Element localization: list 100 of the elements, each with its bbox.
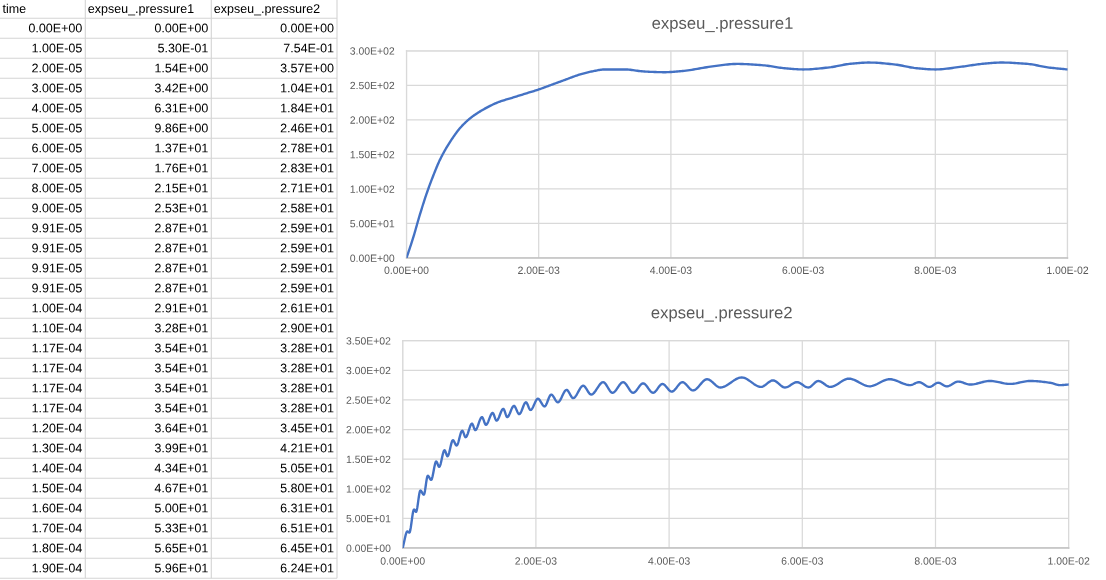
text: 0.00E+00 — [154, 23, 208, 33]
text: 9.86E+00 — [155, 123, 208, 133]
text: 3.42E+00 — [154, 83, 208, 93]
text: 2.46E+01 — [280, 123, 334, 133]
text: 2.83E+01 — [280, 163, 334, 173]
text: 1.60E-04 — [32, 503, 82, 513]
x-tick-label: 4.00E-03 — [648, 557, 690, 565]
text: 1.30E-04 — [32, 443, 82, 453]
text: 2.61E+01 — [280, 303, 334, 313]
text: 1.90E-04 — [32, 563, 82, 573]
text: 1.17E-04 — [32, 383, 82, 393]
text: 2.59E+01 — [280, 263, 334, 273]
text: 5.00E+01 — [154, 503, 208, 513]
text: 1.54E+00 — [155, 63, 208, 73]
text: 1.20E-04 — [32, 423, 82, 433]
text: 1.00E-05 — [32, 43, 82, 53]
text: 1.76E+01 — [155, 163, 208, 173]
text: 9.91E-05 — [32, 243, 82, 253]
text: 1.04E+01 — [281, 83, 334, 93]
text: 3.99E+01 — [154, 443, 208, 453]
text: 2.87E+01 — [155, 223, 208, 233]
text: 1.80E-04 — [32, 543, 82, 553]
text: 3.45E+01 — [280, 423, 334, 433]
text: 2.87E+01 — [155, 263, 208, 273]
text: 5.96E+01 — [154, 563, 208, 573]
text: 2.58E+01 — [280, 203, 334, 213]
y-tick-label: 3.00E+02 — [350, 47, 395, 55]
chart-title: expseu_.pressure2 — [651, 306, 792, 322]
y-tick-label: 2.50E+02 — [346, 396, 391, 404]
text: 6.00E-05 — [32, 143, 82, 153]
text: 2.00E-05 — [32, 63, 82, 73]
text: 9.91E-05 — [32, 223, 82, 233]
x-tick-label: 1.00E-02 — [1047, 266, 1089, 274]
text: 0.00E+00 — [28, 23, 82, 33]
text: 2.53E+01 — [155, 203, 208, 213]
x-tick-label: 0.00E+00 — [384, 266, 429, 274]
text: 2.71E+01 — [280, 183, 334, 193]
y-tick-label: 2.00E+02 — [350, 116, 395, 124]
x-tick-label: 0.00E+00 — [380, 557, 425, 565]
x-tick-label: 1.00E-02 — [1048, 557, 1090, 565]
category-label: expseu_.pressure2 — [214, 4, 320, 16]
text: 3.28E+01 — [280, 343, 334, 353]
y-tick-label: 1.50E+02 — [350, 150, 395, 159]
text: 5.30E-01 — [158, 43, 208, 53]
text: 1.17E-04 — [32, 343, 82, 353]
y-tick-label: 1.50E+02 — [346, 455, 391, 464]
text: 5.05E+01 — [280, 463, 334, 473]
text: 2.15E+01 — [155, 183, 208, 193]
y-tick-label: 1.00E+02 — [346, 485, 391, 493]
text: 1.84E+01 — [281, 103, 334, 113]
text: 2.87E+01 — [155, 243, 208, 253]
text: 1.17E-04 — [32, 403, 82, 413]
text: 7.54E-01 — [283, 43, 334, 53]
text: 8.00E-05 — [32, 183, 82, 193]
y-tick-label: 0.00E+00 — [350, 254, 395, 262]
text: 6.31E+01 — [280, 503, 334, 513]
text: 4.21E+01 — [280, 443, 334, 453]
text: 2.59E+01 — [280, 223, 334, 233]
text: 1.70E-04 — [32, 523, 82, 533]
text: 3.54E+01 — [154, 383, 208, 393]
text: 1.37E+01 — [155, 143, 208, 153]
text: 2.91E+01 — [155, 303, 208, 313]
text: 2.78E+01 — [280, 143, 334, 153]
text: 3.54E+01 — [154, 403, 208, 413]
text: 1.17E-04 — [32, 363, 82, 373]
category-label: time — [2, 3, 26, 14]
text: 3.28E+01 — [280, 383, 334, 393]
x-tick-label: 8.00E-03 — [914, 557, 957, 565]
text: 3.57E+00 — [280, 63, 334, 73]
text: 6.24E+01 — [280, 563, 334, 573]
y-tick-label: 2.50E+02 — [350, 81, 395, 90]
text: 3.00E-05 — [32, 83, 82, 93]
text: 4.34E+01 — [154, 463, 208, 473]
text: 3.54E+01 — [154, 343, 208, 353]
text: 9.00E-05 — [32, 203, 82, 213]
text: 5.65E+01 — [154, 543, 208, 553]
text: 3.28E+01 — [280, 403, 334, 413]
text: 2.90E+01 — [280, 323, 334, 333]
text: 5.00E-05 — [32, 123, 82, 133]
text: 9.91E-05 — [32, 283, 82, 293]
text: 4.00E-05 — [31, 103, 82, 113]
text: 2.59E+01 — [280, 243, 334, 253]
text: 6.31E+00 — [155, 103, 208, 113]
text: 6.45E+01 — [280, 543, 334, 553]
text: 7.00E-05 — [32, 163, 82, 173]
text: 2.87E+01 — [155, 283, 208, 293]
text: 4.67E+01 — [154, 483, 208, 493]
y-tick-label: 5.00E+01 — [350, 219, 395, 228]
x-tick-label: 2.00E-03 — [515, 557, 557, 565]
x-tick-label: 2.00E-03 — [518, 266, 560, 274]
text: 3.28E+01 — [280, 363, 334, 373]
text: 1.50E-04 — [32, 483, 82, 493]
text: 1.10E-04 — [32, 323, 82, 333]
x-tick-label: 4.00E-03 — [650, 266, 692, 274]
text: 2.59E+01 — [280, 283, 334, 293]
text: 1.40E-04 — [32, 463, 82, 473]
text: 3.64E+01 — [154, 423, 208, 433]
text: 6.51E+01 — [280, 523, 334, 533]
y-tick-label: 1.00E+02 — [350, 185, 395, 193]
y-tick-label: 0.00E+00 — [346, 544, 391, 552]
